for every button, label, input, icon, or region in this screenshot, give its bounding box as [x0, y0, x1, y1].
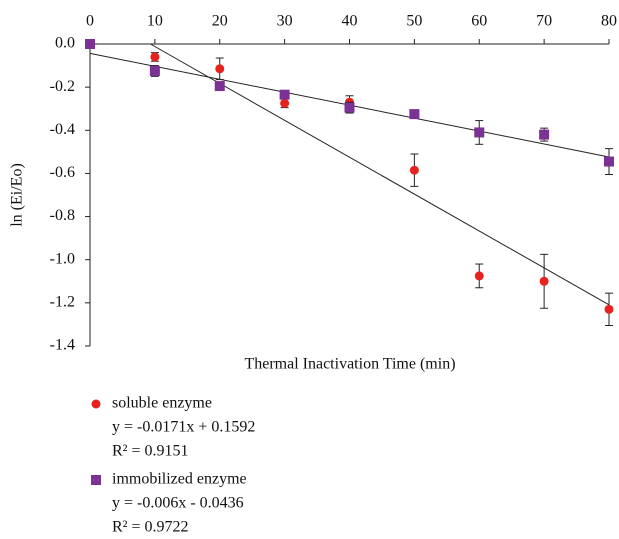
- x-tick-label: 60: [471, 13, 487, 30]
- legend-marker: [91, 475, 101, 485]
- legend-r2: R² = 0.9151: [112, 443, 189, 460]
- marker: [604, 304, 614, 314]
- marker: [409, 109, 420, 120]
- marker: [214, 81, 225, 92]
- x-tick-label: 10: [147, 13, 163, 30]
- y-tick-label: -0.4: [50, 121, 75, 138]
- marker: [344, 102, 355, 113]
- x-axis-title: Thermal Inactivation Time (min): [244, 356, 455, 373]
- legend-label: soluble enzyme: [112, 395, 212, 412]
- legend-marker: [91, 399, 101, 409]
- marker: [279, 89, 290, 100]
- legend-label: immobilized enzyme: [112, 471, 247, 488]
- x-tick-label: 40: [342, 13, 358, 30]
- marker: [280, 98, 290, 108]
- y-tick-label: -1.0: [50, 250, 75, 267]
- marker: [215, 64, 225, 74]
- x-tick-label: 70: [536, 13, 552, 30]
- x-tick-label: 50: [406, 13, 422, 30]
- x-tick-label: 80: [601, 13, 617, 30]
- marker: [474, 271, 484, 281]
- y-tick-label: -0.6: [50, 164, 75, 181]
- y-tick-label: -1.4: [50, 337, 75, 354]
- x-tick-label: 0: [86, 13, 94, 30]
- y-axis-title: ln (Ei/Eo): [9, 163, 26, 227]
- marker: [539, 276, 549, 286]
- x-tick-label: 20: [212, 13, 228, 30]
- y-tick-label: -0.8: [50, 207, 75, 224]
- marker: [604, 156, 614, 167]
- x-tick-label: 30: [277, 13, 293, 30]
- trendline: [150, 43, 610, 306]
- marker: [149, 65, 160, 76]
- y-tick-label: -0.2: [50, 78, 75, 95]
- marker: [150, 52, 160, 62]
- legend-r2: R² = 0.9722: [112, 519, 189, 536]
- marker: [474, 127, 485, 138]
- y-tick-label: -1.2: [50, 294, 75, 311]
- marker: [409, 165, 419, 175]
- marker: [85, 39, 95, 49]
- legend-equation: y = -0.006x - 0.0436: [112, 495, 244, 512]
- legend-equation: y = -0.0171x + 0.1592: [112, 419, 255, 436]
- y-tick-label: 0.0: [55, 35, 75, 52]
- marker: [539, 129, 550, 140]
